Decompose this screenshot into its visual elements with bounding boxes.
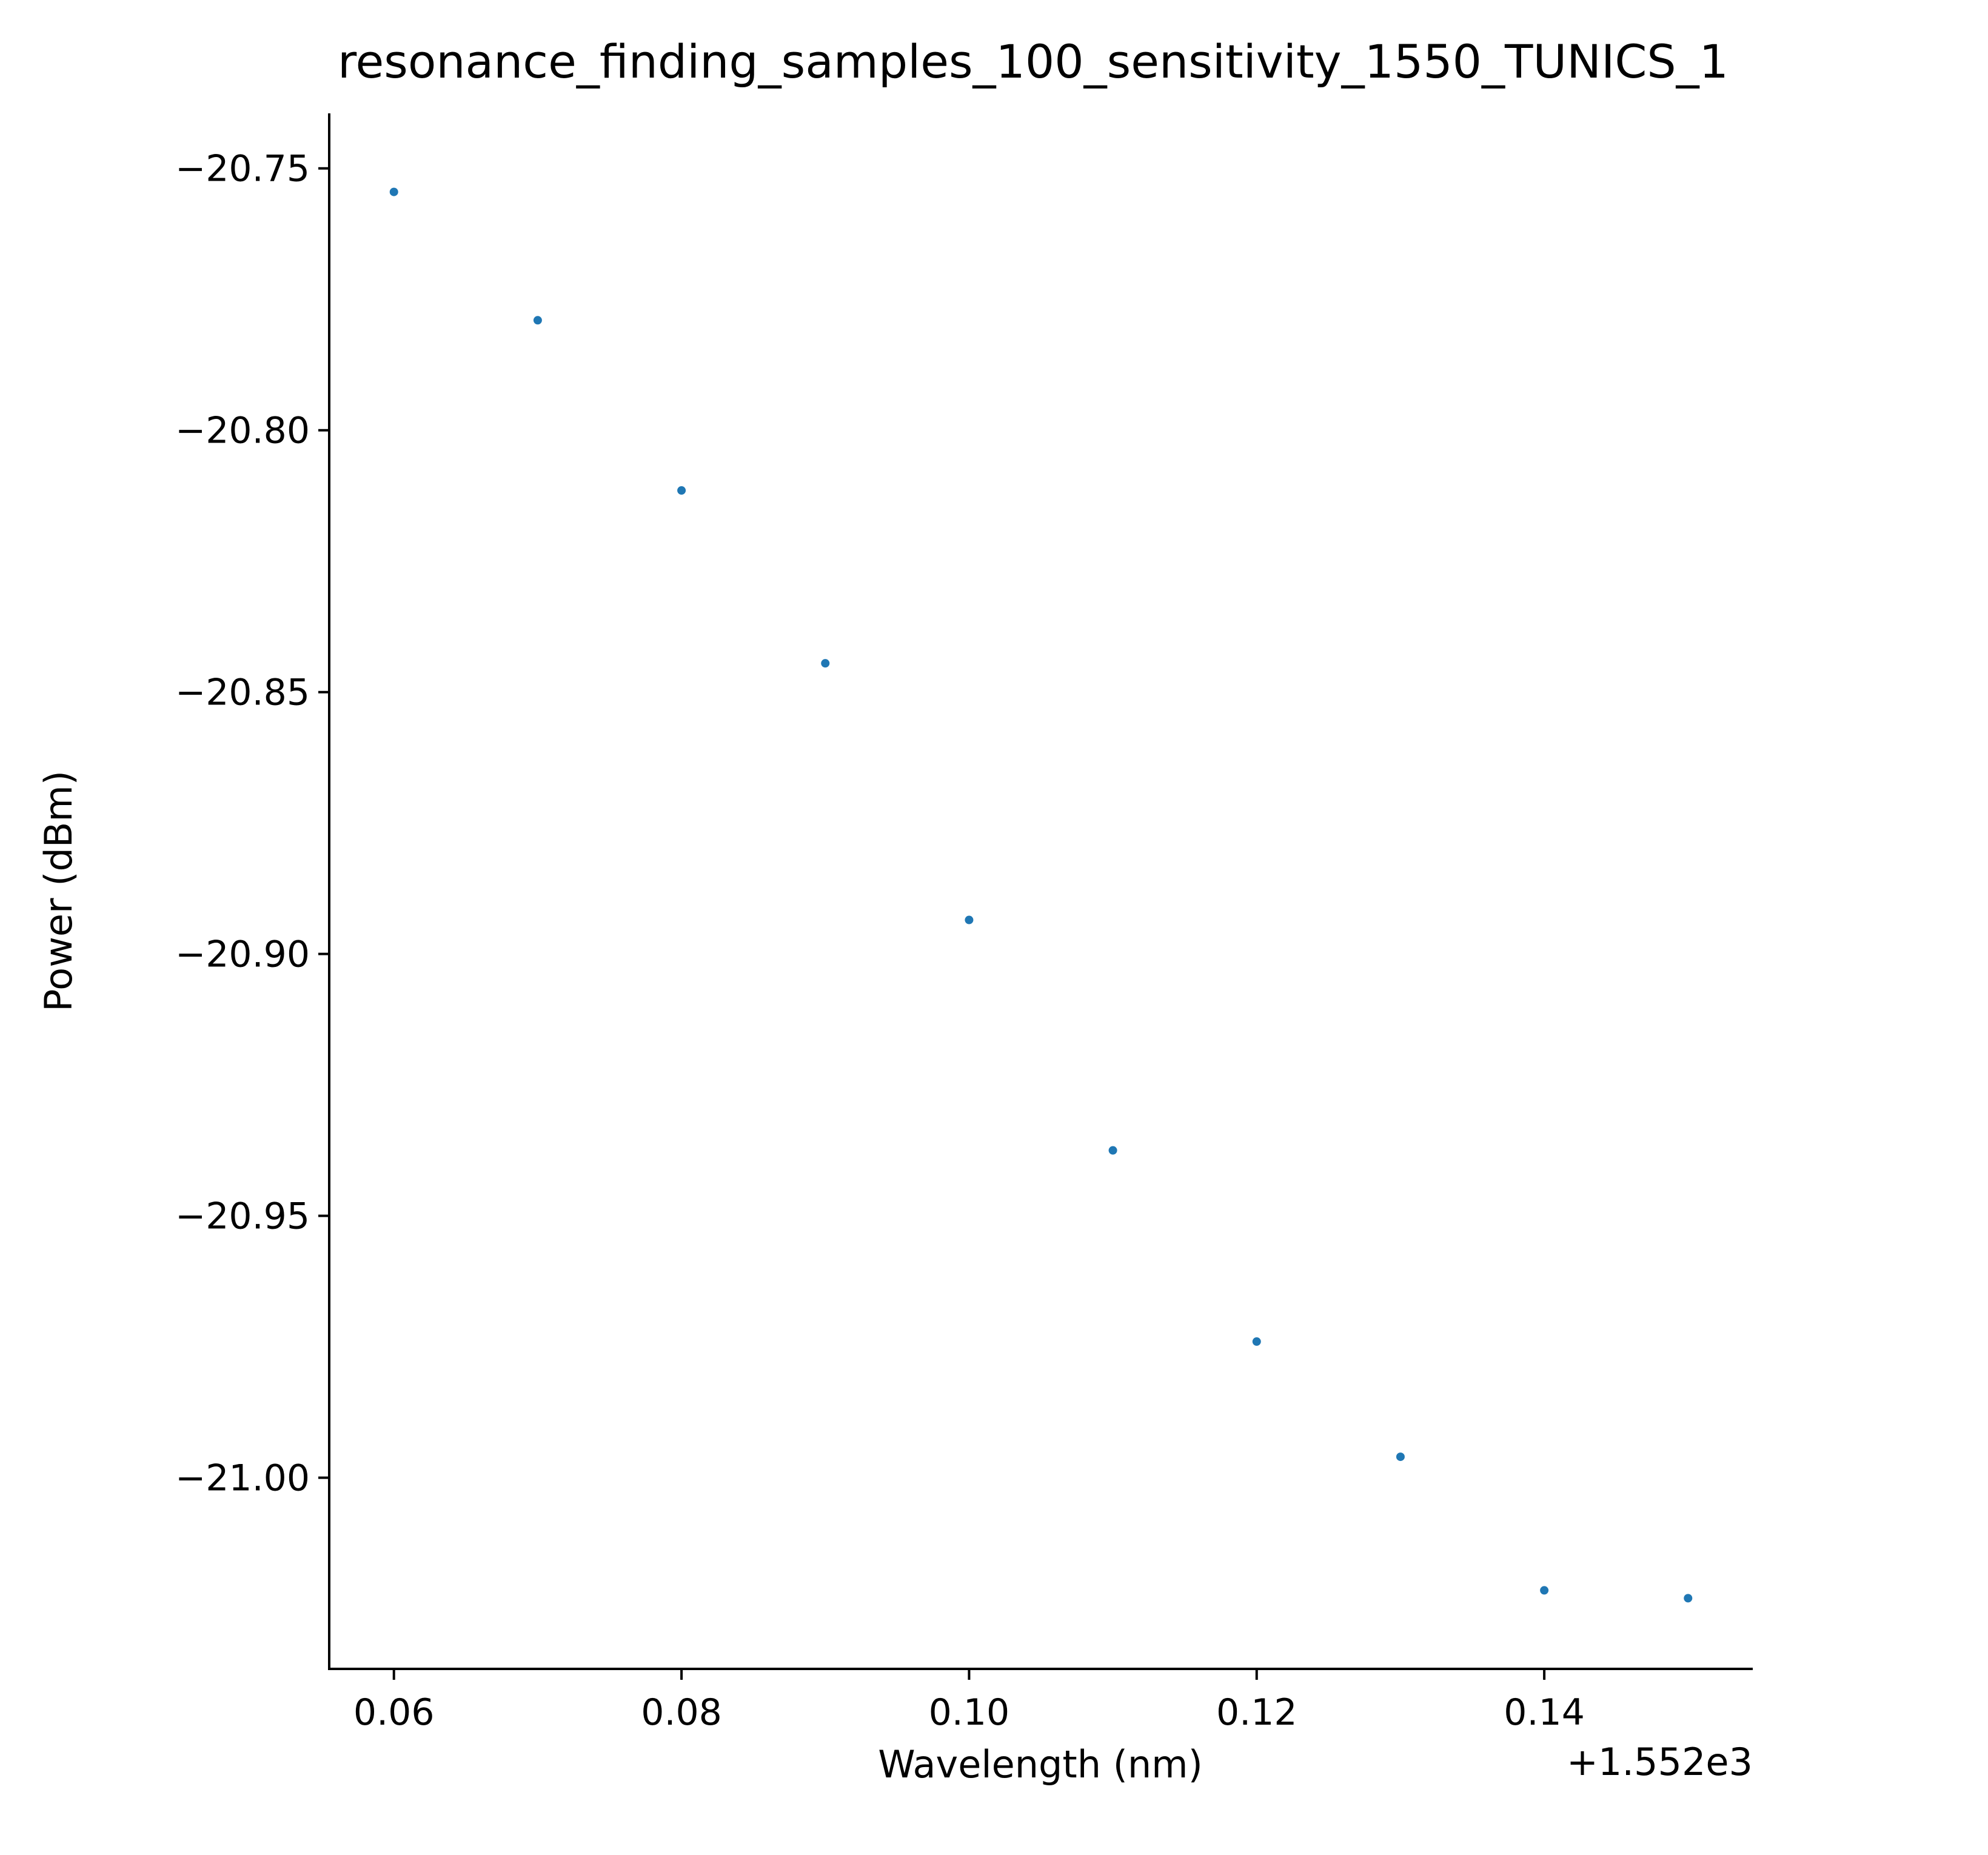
y-axis-ticks: −20.75 −20.80 −20.85 −20.90 −20.95 −21.00 [175,148,329,1500]
y-tick-label: −20.85 [175,672,310,714]
x-tick-label: 0.06 [353,1691,435,1734]
data-point [821,659,830,668]
data-point [1108,1146,1117,1155]
x-tick-label: 0.10 [929,1691,1010,1734]
data-point [533,316,542,325]
x-axis-label: Wavelength (nm) [878,1742,1203,1786]
data-point [1396,1452,1405,1462]
y-axis-label: Power (dBm) [36,770,81,1012]
x-offset-label: +1.552e3 [1567,1740,1753,1784]
y-tick-label: −20.75 [175,148,310,190]
x-tick-label: 0.12 [1216,1691,1297,1734]
data-point [1252,1337,1261,1346]
data-point [677,486,686,495]
data-point [1684,1594,1693,1603]
x-tick-label: 0.08 [641,1691,722,1734]
y-tick-label: −20.95 [175,1195,310,1238]
x-axis-ticks: 0.06 0.08 0.10 0.12 0.14 [353,1669,1585,1734]
chart-title: resonance_finding_samples_100_sensitivit… [338,35,1729,89]
data-point [1540,1586,1549,1595]
data-points [389,187,1693,1603]
data-point [389,187,398,196]
y-tick-label: −20.80 [175,410,310,452]
data-point [965,915,974,924]
y-tick-label: −21.00 [175,1457,310,1500]
y-tick-label: −20.90 [175,934,310,976]
x-tick-label: 0.14 [1504,1691,1585,1734]
